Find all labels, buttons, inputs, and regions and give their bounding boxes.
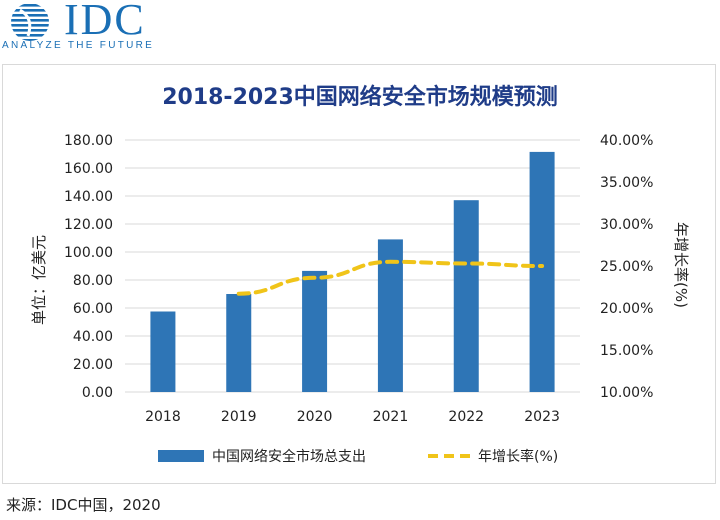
y-tick-label: 180.00 [64, 133, 113, 149]
globe-icon [11, 4, 49, 41]
x-tick-label: 2018 [145, 409, 181, 425]
x-tick-label: 2022 [448, 409, 484, 425]
legend-bar-swatch [158, 450, 204, 462]
y2-axis-label: 年增长率(%) [672, 222, 690, 308]
left-axis-ticks: 0.00 20.00 40.00 60.00 80.00 100.00 120.00 140.… [64, 133, 113, 401]
x-tick-label: 2023 [524, 409, 560, 425]
bar [226, 294, 252, 392]
gridlines [125, 139, 580, 393]
legend: 中国网络安全市场总支出 年增长率(%) [158, 448, 558, 465]
y-tick-label: 120.00 [64, 217, 113, 233]
y2-tick-label: 40.00% [600, 133, 653, 149]
y2-tick-label: 35.00% [600, 175, 653, 191]
y2-tick-label: 25.00% [600, 259, 653, 275]
y-tick-label: 160.00 [64, 161, 113, 177]
logo-tagline: ANALYZE THE FUTURE [2, 40, 155, 51]
logo-brand: IDC [64, 0, 146, 44]
legend-line-label: 年增长率(%) [478, 448, 558, 465]
bar [377, 239, 403, 392]
y-tick-label: 60.00 [73, 301, 113, 317]
legend-bar-label: 中国网络安全市场总支出 [212, 448, 366, 465]
y2-tick-label: 15.00% [600, 343, 653, 359]
y-axis-label: 单位：亿美元 [30, 235, 48, 325]
bar [302, 270, 328, 392]
right-axis-ticks: 10.00% 15.00% 20.00% 25.00% 30.00% 35.00% 40.0… [600, 133, 653, 401]
x-tick-label: 2021 [373, 409, 409, 425]
bar [529, 151, 555, 392]
bar [150, 311, 176, 392]
y-tick-label: 80.00 [73, 273, 113, 289]
chart-title: 2018-2023中国网络安全市场规模预测 [162, 84, 558, 110]
x-tick-label: 2020 [297, 409, 333, 425]
y2-tick-label: 20.00% [600, 301, 653, 317]
bar-series [150, 151, 555, 392]
line-series [236, 259, 545, 296]
bar [453, 200, 479, 392]
idc-logo: IDC ANALYZE THE FUTURE [0, 0, 190, 56]
y-tick-label: 20.00 [73, 357, 113, 373]
source-note: 来源：IDC中国，2020 [6, 496, 161, 514]
y2-tick-label: 30.00% [600, 217, 653, 233]
y-tick-label: 140.00 [64, 189, 113, 205]
y2-tick-label: 10.00% [600, 385, 653, 401]
y-tick-label: 40.00 [73, 329, 113, 345]
y-tick-label: 0.00 [82, 385, 113, 401]
chart-panel [2, 64, 716, 484]
x-tick-label: 2019 [221, 409, 257, 425]
y-tick-label: 100.00 [64, 245, 113, 261]
growth-line [236, 259, 545, 296]
x-axis-ticks: 2018 2019 2020 2021 2022 2023 [145, 409, 560, 425]
